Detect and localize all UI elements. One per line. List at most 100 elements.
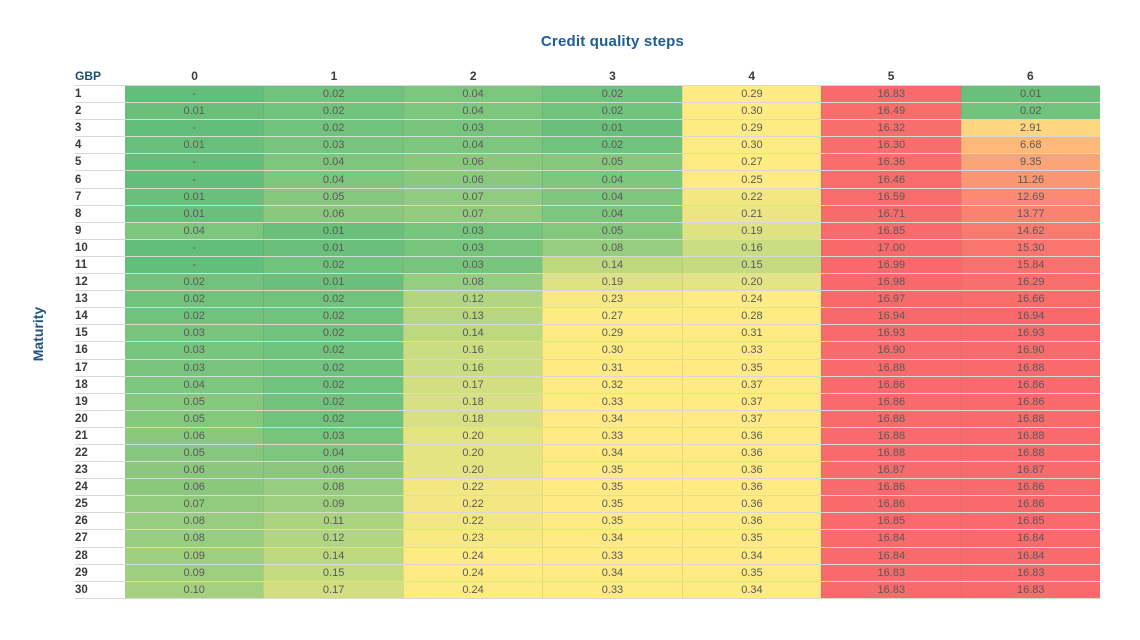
- heatmap-cell: 0.01: [125, 137, 264, 154]
- heatmap-cell: 16.94: [821, 308, 961, 325]
- heatmap-cell: 0.19: [681, 222, 822, 239]
- heatmap-cell: 0.16: [402, 342, 543, 359]
- heatmap-cell: 0.24: [402, 547, 543, 564]
- heatmap-cell: 0.17: [263, 581, 403, 598]
- row-label-maturity: 25: [75, 496, 125, 513]
- heatmap-cell: 16.84: [821, 530, 961, 547]
- heatmap-cell: 0.02: [263, 256, 403, 274]
- row-label-maturity: 16: [75, 342, 125, 359]
- heatmap-cell: 0.02: [263, 308, 403, 325]
- heatmap-cell: 0.32: [542, 376, 682, 393]
- heatmap-cell: 0.05: [125, 393, 264, 410]
- table-row: 28 0.09 0.14 0.24 0.33 0.34 16.84 16.84: [75, 546, 1100, 564]
- heatmap-cell: 0.06: [402, 171, 543, 188]
- row-label-maturity: 2: [75, 103, 125, 120]
- heatmap-cell: -: [125, 120, 264, 137]
- heatmap-cell: 0.05: [263, 188, 403, 205]
- heatmap-cell: 16.84: [960, 530, 1100, 547]
- heatmap-cell: 0.19: [542, 274, 682, 291]
- heatmap-cell: 0.15: [263, 564, 403, 581]
- heatmap-cell: 0.02: [542, 137, 682, 154]
- heatmap-cell: 0.04: [402, 86, 543, 103]
- heatmap-cell: 16.88: [821, 427, 961, 444]
- heatmap-cell: 0.02: [542, 103, 682, 120]
- table-row: 19 0.05 0.02 0.18 0.33 0.37 16.86 16.86: [75, 392, 1100, 410]
- heatmap-cell: 0.20: [681, 274, 822, 291]
- heatmap-cell: 14.62: [960, 222, 1100, 239]
- heatmap-cell: 0.06: [125, 462, 264, 479]
- heatmap-cell: 0.34: [542, 444, 682, 462]
- heatmap-cell: 12.69: [960, 188, 1100, 205]
- heatmap-cell: 9.35: [960, 154, 1100, 171]
- table-row: 24 0.06 0.08 0.22 0.35 0.36 16.86 16.86: [75, 478, 1100, 496]
- row-label-maturity: 29: [75, 564, 125, 581]
- heatmap-cell: 16.86: [960, 393, 1100, 410]
- heatmap-cell: 16.93: [960, 325, 1100, 342]
- heatmap-cell: 0.14: [402, 325, 543, 342]
- heatmap-cell: 17.00: [821, 239, 961, 256]
- table-row: 20 0.05 0.02 0.18 0.34 0.37 16.88 16.88: [75, 409, 1100, 427]
- table-row: 23 0.06 0.06 0.20 0.35 0.36 16.87 16.87: [75, 461, 1100, 479]
- row-label-maturity: 15: [75, 325, 125, 342]
- row-label-maturity: 30: [75, 581, 125, 598]
- heatmap-cell: 0.02: [542, 86, 682, 103]
- heatmap-cell: 16.85: [960, 513, 1100, 530]
- heatmap-cell: 0.05: [125, 410, 264, 427]
- row-label-maturity: 27: [75, 530, 125, 547]
- heatmap-cell: 0.35: [542, 479, 682, 496]
- heatmap-cell: 0.31: [681, 325, 822, 342]
- heatmap-cell: 0.02: [263, 325, 403, 342]
- row-label-maturity: 11: [75, 256, 125, 274]
- heatmap-cell: 0.16: [402, 359, 543, 376]
- heatmap-cell: 0.35: [542, 462, 682, 479]
- heatmap-cell: 0.36: [681, 496, 822, 513]
- heatmap-cell: 0.35: [681, 530, 822, 547]
- heatmap-cell: 0.24: [402, 564, 543, 581]
- heatmap-cell: 16.30: [821, 137, 961, 154]
- heatmap-cell: 0.02: [125, 291, 264, 308]
- table-row: 12 0.02 0.01 0.08 0.19 0.20 16.98 16.29: [75, 273, 1100, 291]
- heatmap-cell: 16.86: [821, 393, 961, 410]
- heatmap-cell: 16.83: [960, 564, 1100, 581]
- heatmap-cell: 0.07: [402, 205, 543, 222]
- chart-title: Credit quality steps: [540, 33, 685, 50]
- heatmap-cell: 16.88: [960, 359, 1100, 376]
- heatmap-cell: 0.02: [263, 120, 403, 137]
- column-header: 2: [469, 69, 477, 83]
- heatmap-cell: 0.09: [263, 496, 403, 513]
- heatmap-cell: 0.33: [542, 393, 682, 410]
- heatmap-cell: 0.36: [681, 513, 822, 530]
- heatmap-cell: 16.49: [821, 103, 961, 120]
- heatmap-cell: 0.22: [402, 496, 543, 513]
- heatmap-cell: 0.18: [402, 393, 543, 410]
- heatmap-cell: 0.29: [681, 120, 822, 137]
- heatmap-cell: 0.03: [402, 256, 543, 274]
- heatmap-cell: 16.83: [821, 564, 961, 581]
- heatmap-cell: 6.68: [960, 137, 1100, 154]
- heatmap-cell: 0.01: [960, 86, 1100, 103]
- heatmap-cell: 0.13: [402, 308, 543, 325]
- column-header: 0: [191, 69, 198, 83]
- heatmap-cell: 0.22: [402, 513, 543, 530]
- heatmap-cell: 0.23: [402, 530, 543, 547]
- heatmap-cell: 0.05: [542, 154, 682, 171]
- heatmap-cell: 0.01: [125, 205, 264, 222]
- table-row: 3-0.02 0.03 0.01 0.29 16.32 2.91: [75, 119, 1100, 137]
- heatmap-cell: 16.86: [821, 376, 961, 393]
- heatmap-cell: 15.84: [960, 256, 1100, 274]
- heatmap-cell: 0.01: [542, 120, 682, 137]
- heatmap-cell: 16.71: [821, 205, 961, 222]
- heatmap-cell: 0.17: [402, 376, 543, 393]
- heatmap-cell: 0.36: [681, 479, 822, 496]
- heatmap-cell: 16.36: [821, 154, 961, 171]
- heatmap-cell: 0.08: [263, 479, 403, 496]
- heatmap-cell: 0.24: [681, 291, 822, 308]
- corner-label-gbp: GBP: [75, 69, 102, 83]
- table-row: 18 0.04 0.02 0.17 0.32 0.37 16.86 16.86: [75, 375, 1100, 393]
- heatmap-cell: 16.86: [821, 496, 961, 513]
- heatmap-cell: 0.30: [681, 137, 822, 154]
- heatmap-cell: 0.08: [542, 239, 682, 256]
- heatmap-cell: 0.31: [542, 359, 682, 376]
- heatmap-cell: 0.20: [402, 462, 543, 479]
- heatmap-cell: 0.02: [125, 274, 264, 291]
